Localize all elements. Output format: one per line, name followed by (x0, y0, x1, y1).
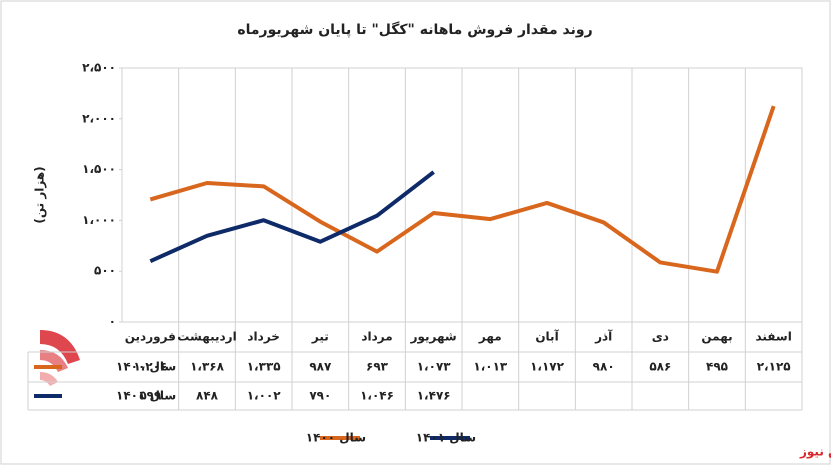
legend-label: سال ۱۴۰۱ (416, 431, 476, 445)
series-line (149, 105, 776, 274)
data-label: ۹۸۰ (593, 360, 615, 374)
series-line (149, 170, 435, 263)
data-label: ۶۹۳ (366, 360, 389, 374)
data-label: ۱،۰۱۳ (473, 360, 508, 374)
y-tick-label: ۵۰۰ (94, 264, 116, 278)
data-label: ۱،۰۴۶ (360, 389, 394, 403)
x-tick-label: آبان (535, 329, 559, 344)
chart-title: روند مقدار فروش ماهانه "کگل" تا پایان شه… (237, 21, 592, 38)
data-label: ۱،۳۳۵ (247, 360, 281, 374)
y-axis-label: (هزار تن) (33, 166, 47, 223)
x-tick-label: مرداد (361, 330, 392, 344)
legend-label: سال ۱۴۰۰ (306, 431, 366, 445)
data-label: ۱،۰۷۳ (417, 360, 452, 374)
table-legend-label: سال ۱۴۰۱ (116, 389, 176, 403)
x-tick-label: بهمن (701, 330, 732, 344)
x-tick-label: مهر (478, 330, 502, 344)
data-label: ۱،۱۷۲ (530, 360, 565, 374)
y-tick-label: ۰ (109, 315, 116, 329)
data-label: ۵۹۹ (139, 389, 162, 403)
x-tick-label: اسفند (755, 330, 791, 344)
x-tick-label: فروردین (125, 330, 176, 345)
x-tick-label: اردیبهشت (177, 330, 236, 344)
data-label: ۱،۲۰۶ (133, 360, 167, 374)
x-tick-label: تیر (311, 330, 329, 344)
data-label: ۵۸۶ (649, 360, 671, 374)
y-tick-label: ۱،۰۰۰ (82, 213, 116, 227)
x-tick-label: دی (652, 330, 669, 344)
x-tick-label: آذر (594, 329, 613, 344)
x-tick-label: شهریور (410, 330, 457, 345)
data-label: ۲،۱۲۵ (757, 360, 791, 374)
data-label: ۴۹۵ (706, 360, 728, 374)
data-label: ۹۸۷ (309, 360, 332, 374)
source: بورس نیوز (799, 445, 831, 460)
data-label: ۱،۴۷۶ (417, 389, 451, 403)
data-label: ۱،۰۰۲ (247, 389, 282, 403)
y-tick-label: ۲،۰۰۰ (82, 111, 116, 125)
data-label: ۸۴۸ (196, 389, 219, 403)
data-label: ۱،۳۶۸ (190, 360, 225, 374)
data-label: ۷۹۰ (309, 389, 331, 403)
x-tick-label: خرداد (247, 330, 280, 344)
y-tick-label: ۲،۵۰۰ (82, 61, 116, 75)
table-legend-label: سال ۱۴۰۰ (116, 360, 176, 374)
y-tick-label: ۱،۵۰۰ (82, 162, 116, 176)
